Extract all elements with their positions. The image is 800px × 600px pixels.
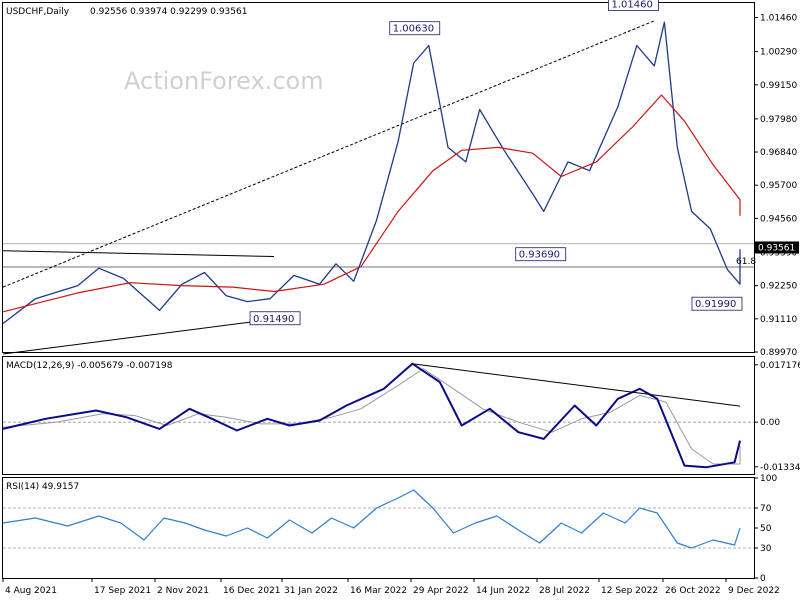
x-tick-label-8: 28 Jul 2022	[539, 586, 590, 596]
macd-panel-title: MACD(12,26,9) -0.005679 -0.007198	[6, 361, 173, 371]
annotation-label-0: 1.00630	[393, 24, 434, 35]
rsi-panel	[2, 477, 755, 579]
rsi-y-tick-label-0: 100	[760, 474, 777, 484]
x-tick-label-3: 16 Dec 2021	[223, 586, 281, 596]
annotation-box-2	[515, 247, 567, 262]
price-y-tick-label-4: 0.96840	[760, 148, 797, 158]
rsi-y-tick-label-3: 30	[760, 544, 772, 554]
x-tick-label-11: 9 Dec 2022	[728, 586, 780, 596]
rsi-y-axis: 100 70 50 30 0	[754, 474, 777, 584]
price-trendline-1	[2, 318, 275, 355]
price-y-tick-label-9: 0.91110	[760, 315, 797, 325]
macd-y-tick-label-1: 0.00	[760, 418, 780, 428]
macd-series	[2, 362, 741, 469]
x-axis: 4 Aug 2021 17 Sep 2021 2 Nov 2021 16 Dec 20…	[2, 578, 780, 596]
price-y-tick-label-8: 0.92250	[760, 282, 797, 292]
price-y-tick-label-2: 0.99150	[760, 81, 797, 91]
price-trendline-0	[2, 250, 275, 257]
last-price-label: 0.93561	[758, 243, 795, 253]
macd-trendline	[412, 363, 741, 407]
price-series-line	[2, 21, 741, 325]
x-tick-label-1: 17 Sep 2021	[94, 586, 151, 596]
rsi-line	[2, 489, 741, 549]
x-tick-label-2: 2 Nov 2021	[157, 586, 209, 596]
rsi-y-tick-label-4: 0	[760, 574, 766, 584]
macd-y-axis: 0.017176 0.00 -0.01334	[754, 361, 800, 473]
rsi-y-tick-label-2: 50	[760, 524, 772, 534]
price-annotations: 1.00630 1.01460 0.93690 0.91990 0.91490 61.8	[249, 0, 756, 326]
price-y-tick-label-3: 0.97980	[760, 115, 797, 125]
last-price-marker	[755, 241, 799, 254]
annotation-label-4: 0.91490	[253, 314, 294, 325]
annotation-box-3	[691, 296, 743, 311]
macd-y-tick-label-0: 0.017176	[760, 361, 800, 371]
annotation-label-2: 0.93690	[519, 250, 560, 261]
ohlc-readout: 0.92556 0.93974 0.92299 0.93561	[90, 7, 247, 17]
annotation-label-3: 0.91990	[695, 299, 736, 310]
rsi-y-tick-label-1: 70	[760, 504, 772, 514]
annotation-box-1	[608, 0, 659, 11]
macd-signal-line	[2, 368, 741, 465]
x-tick-label-7: 14 Jun 2022	[476, 586, 530, 596]
watermark: ActionForex.com	[124, 67, 324, 95]
price-y-tick-label-10: 0.89970	[760, 348, 797, 358]
price-y-tick-label-0: 1.01460	[760, 14, 797, 24]
price-y-tick-label-1: 1.00290	[760, 48, 797, 58]
price-trendline-2	[2, 20, 655, 288]
rsi-panel-title: RSI(14) 49.9157	[6, 482, 79, 492]
fib-level-label: 61.8	[736, 257, 756, 267]
annotation-label-1: 1.01460	[611, 0, 652, 11]
rsi-levels	[3, 507, 754, 549]
macd-y-tick-label-2: -0.01334	[760, 463, 800, 473]
moving-average-line	[2, 94, 741, 313]
x-tick-label-6: 29 Apr 2022	[413, 586, 469, 596]
annotation-box-0	[389, 21, 441, 36]
x-tick-label-10: 26 Oct 2022	[665, 586, 721, 596]
price-panel-title: USDCHF,Daily	[6, 7, 70, 17]
price-y-axis: 1.01460 1.00290 0.99150 0.97980 0.96840 0.957…	[754, 14, 799, 358]
x-tick-label-5: 16 Mar 2022	[350, 586, 407, 596]
price-y-tick-label-5: 0.95700	[760, 181, 797, 191]
x-tick-label-9: 12 Sep 2022	[601, 586, 658, 596]
annotation-box-4	[249, 311, 301, 326]
price-trendlines	[2, 20, 655, 355]
price-levels	[3, 243, 754, 268]
price-y-tick-label-6: 0.94560	[760, 214, 797, 224]
price-series	[2, 21, 741, 325]
price-panel	[2, 2, 755, 353]
x-tick-label-4: 31 Jan 2022	[284, 586, 338, 596]
x-tick-label-0: 4 Aug 2021	[5, 586, 57, 596]
rsi-series	[2, 489, 741, 549]
